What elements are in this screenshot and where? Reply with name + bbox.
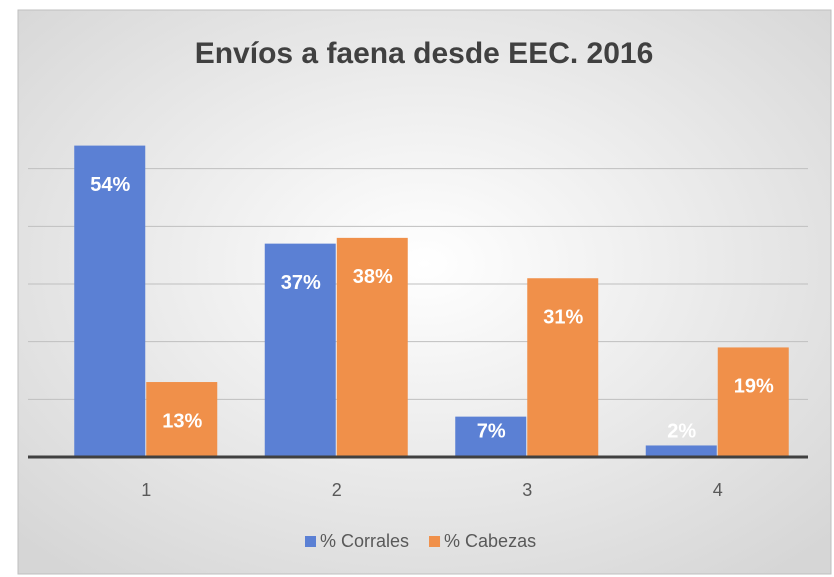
bar	[264, 243, 336, 457]
x-tick-label: 2	[332, 480, 342, 500]
data-label: 54%	[90, 174, 130, 196]
bar	[645, 445, 717, 457]
chart-title: Envíos a faena desde EEC. 2016	[195, 37, 654, 70]
data-label: 2%	[667, 420, 696, 442]
labels: 154%13%237% 38%37%31%42%19%	[90, 174, 774, 500]
legend: % Corrales % Cabezas	[305, 531, 536, 551]
bar	[336, 237, 408, 457]
legend-swatch	[429, 536, 441, 547]
legend-label: % Corrales	[320, 531, 409, 551]
chart-area	[17, 9, 832, 575]
legend-label: % Cabezas	[444, 531, 536, 551]
legend-swatch	[305, 536, 316, 547]
x-tick-label: 1	[141, 480, 151, 500]
data-label: 37%	[281, 272, 321, 294]
bar	[717, 347, 789, 457]
data-label: 7%	[477, 420, 506, 442]
data-label: 31%	[543, 307, 583, 329]
bar	[455, 416, 527, 457]
bars	[28, 145, 808, 459]
data-label: 13%	[162, 410, 202, 432]
bar	[527, 278, 599, 457]
data-label: 19%	[734, 376, 774, 398]
bar	[146, 382, 218, 457]
x-tick-label: 3	[522, 480, 532, 500]
x-tick-label: 4	[713, 480, 723, 500]
bar	[74, 145, 146, 457]
data-label: 38%	[353, 266, 393, 288]
